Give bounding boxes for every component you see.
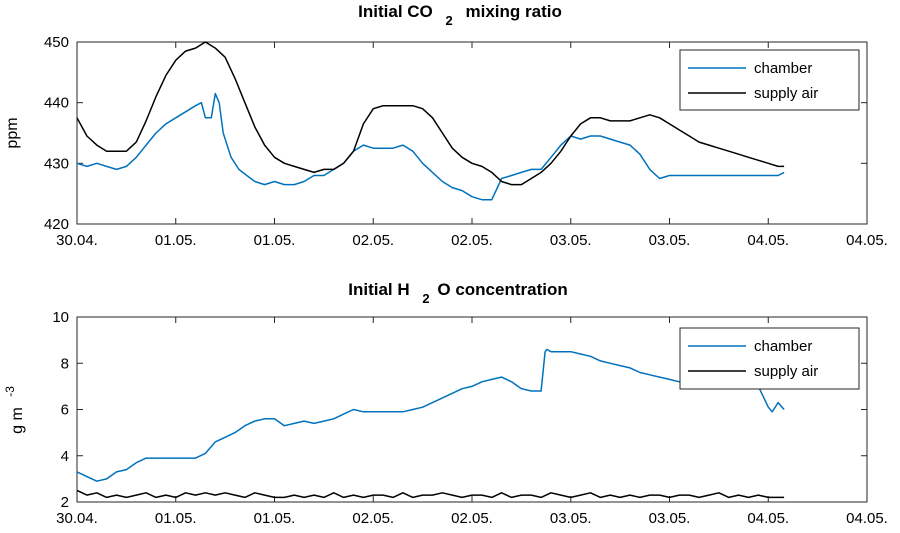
h2o-ytick-label: 4 (61, 448, 69, 465)
h2o-ytick-label: 8 (61, 355, 69, 372)
h2o-ticks: 30.04. 01.05. 01.05. 02.05. 02.05. 03.05. 03.0… (52, 309, 888, 527)
h2o-ytick-label: 10 (52, 309, 69, 326)
h2o-xtick-label: 30.04. (56, 510, 98, 527)
h2o-title-main: Initial H (348, 280, 409, 299)
co2-title-subscript: 2 (446, 13, 453, 28)
co2-legend-label-supply-air: supply air (754, 85, 818, 102)
h2o-xtick-label: 04.05. (747, 510, 789, 527)
co2-xtick-label: 01.05. (254, 232, 296, 249)
co2-ytick-label: 420 (44, 216, 69, 233)
h2o-legend-label-supply-air: supply air (754, 363, 818, 380)
h2o-legend-box (679, 327, 860, 390)
co2-series-line-chamber (76, 92, 785, 201)
h2o-xtick-label: 03.05. (550, 510, 592, 527)
h2o-ylabel-main: g m (9, 407, 26, 434)
co2-legend-box (679, 49, 860, 111)
h2o-series (76, 348, 785, 499)
co2-xtick-label: 02.05. (451, 232, 493, 249)
co2-ylabel: ppm (4, 117, 21, 148)
co2-xtick-label: 04.05. (846, 232, 888, 249)
h2o-title: Initial H 2 O concentration (348, 280, 567, 307)
h2o-xtick-label: 02.05. (352, 510, 394, 527)
co2-ticks: 30.04. 01.05. 01.05. 02.05. 02.05. 03.05. 03.0… (44, 34, 888, 249)
h2o-series-line-chamber (76, 348, 785, 482)
co2-ytick-label: 430 (44, 155, 69, 172)
h2o-legend: chamber supply air (679, 327, 860, 390)
co2-title-rest: mixing ratio (465, 2, 561, 21)
h2o-xtick-label: 02.05. (451, 510, 493, 527)
co2-panel: Initial CO 2 mixing ratio 30.04. 01.05. 01… (4, 2, 888, 249)
h2o-legend-label-chamber: chamber (754, 338, 812, 355)
h2o-ytick-label: 6 (61, 402, 69, 419)
h2o-xtick-label: 01.05. (155, 510, 197, 527)
h2o-panel: Initial H 2 O concentration 30.04. 01.05.… (3, 280, 888, 527)
co2-legend-label-chamber: chamber (754, 60, 812, 77)
h2o-ytick-label: 2 (61, 494, 69, 511)
co2-xtick-label: 03.05. (550, 232, 592, 249)
co2-ytick-label: 450 (44, 34, 69, 51)
co2-xtick-label: 01.05. (155, 232, 197, 249)
h2o-ylabel-superscript: -3 (3, 386, 17, 397)
co2-xtick-label: 04.05. (747, 232, 789, 249)
h2o-series-line-supply-air (76, 489, 785, 499)
h2o-xtick-label: 03.05. (649, 510, 691, 527)
h2o-title-subscript: 2 (422, 291, 429, 306)
co2-series-line-supply-air (76, 41, 785, 186)
h2o-xtick-label: 01.05. (254, 510, 296, 527)
h2o-title-rest: O concentration (437, 280, 567, 299)
co2-ytick-label: 440 (44, 95, 69, 112)
co2-series (76, 41, 785, 201)
co2-xtick-label: 30.04. (56, 232, 98, 249)
co2-xtick-label: 02.05. (352, 232, 394, 249)
h2o-xtick-label: 04.05. (846, 510, 888, 527)
co2-title-main: Initial CO (358, 2, 433, 21)
h2o-ylabel: g m -3 (3, 386, 26, 434)
co2-title: Initial CO 2 mixing ratio (358, 2, 562, 29)
co2-xtick-label: 03.05. (649, 232, 691, 249)
co2-legend: chamber supply air (679, 49, 860, 111)
